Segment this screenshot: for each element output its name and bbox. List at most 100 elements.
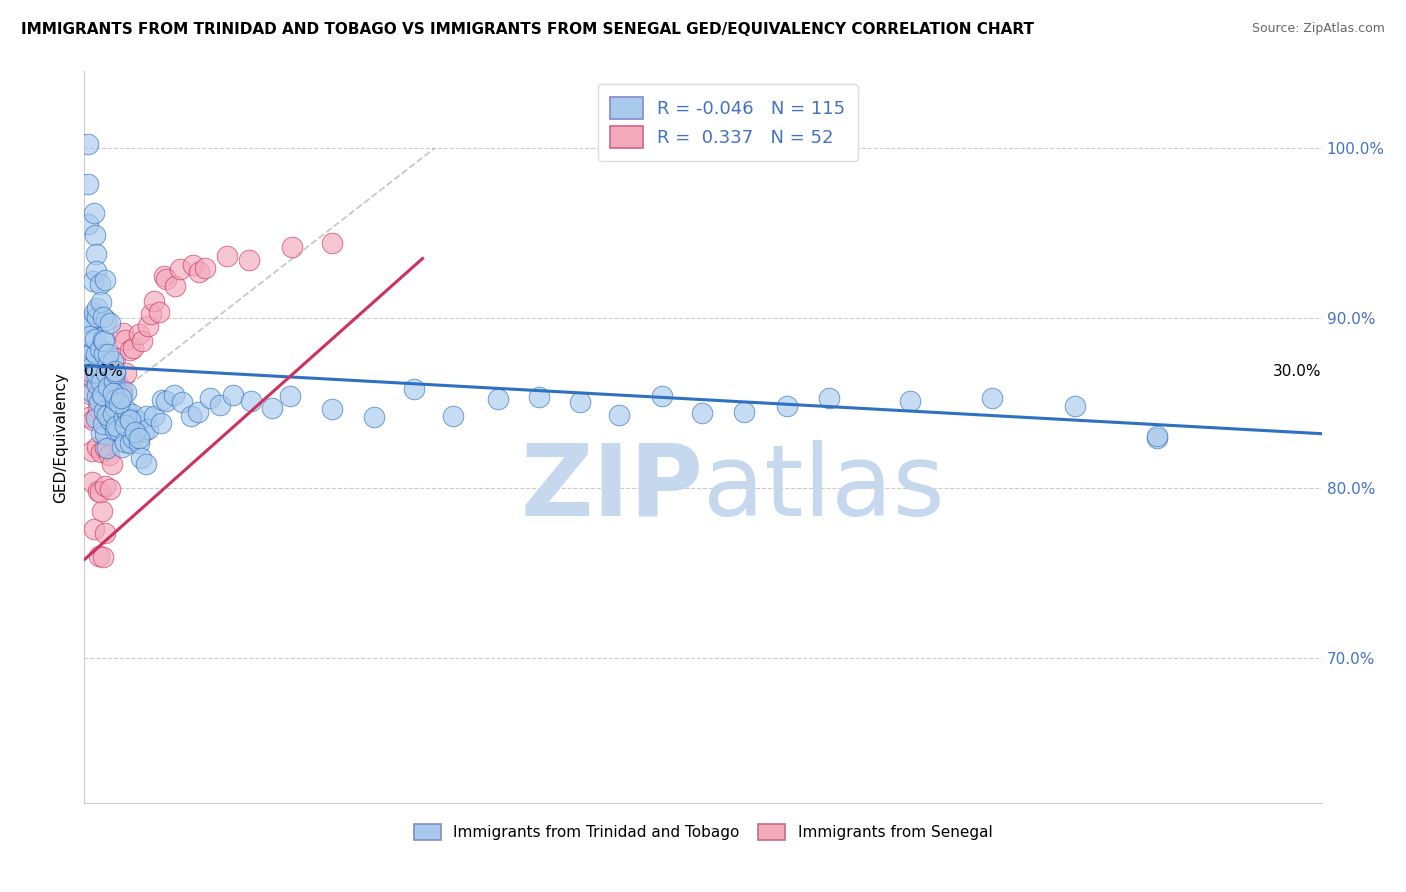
Point bbox=[77, 316, 100, 330]
Point bbox=[111, 383, 134, 397]
Point bbox=[363, 410, 385, 425]
Point bbox=[93, 333, 115, 347]
Point bbox=[180, 409, 202, 423]
Point bbox=[86, 401, 108, 415]
Point bbox=[94, 273, 117, 287]
Point bbox=[817, 391, 839, 405]
Point bbox=[108, 396, 131, 410]
Point bbox=[77, 350, 100, 364]
Point bbox=[122, 431, 145, 445]
Point bbox=[104, 363, 127, 377]
Point bbox=[93, 334, 115, 348]
Point bbox=[93, 347, 115, 361]
Point bbox=[733, 405, 755, 419]
Point bbox=[83, 522, 105, 536]
Point bbox=[238, 252, 260, 267]
Point bbox=[90, 445, 112, 459]
Point bbox=[486, 392, 509, 406]
Point bbox=[104, 423, 127, 437]
Point bbox=[98, 316, 121, 330]
Point bbox=[1146, 431, 1168, 445]
Point bbox=[82, 475, 104, 489]
Point bbox=[143, 409, 166, 423]
Point bbox=[79, 365, 101, 379]
Point bbox=[187, 405, 209, 419]
Point bbox=[89, 277, 111, 291]
Point bbox=[321, 235, 343, 250]
Point bbox=[650, 389, 672, 403]
Point bbox=[91, 417, 114, 431]
Point bbox=[101, 407, 124, 421]
Point bbox=[981, 391, 1004, 405]
Point bbox=[120, 343, 142, 357]
Text: 0.0%: 0.0% bbox=[84, 364, 124, 379]
Point bbox=[77, 217, 100, 231]
Point bbox=[86, 390, 108, 404]
Point bbox=[77, 409, 100, 424]
Point bbox=[82, 413, 104, 427]
Point bbox=[114, 418, 136, 433]
Point bbox=[114, 366, 136, 380]
Point bbox=[90, 295, 112, 310]
Text: 30.0%: 30.0% bbox=[1274, 364, 1322, 379]
Point bbox=[96, 366, 118, 380]
Point bbox=[148, 305, 170, 319]
Point bbox=[79, 386, 101, 401]
Point bbox=[107, 376, 129, 391]
Point bbox=[103, 386, 125, 401]
Point bbox=[120, 413, 142, 427]
Point bbox=[86, 377, 108, 392]
Point bbox=[898, 394, 921, 409]
Point bbox=[149, 417, 172, 431]
Point bbox=[83, 306, 105, 320]
Point bbox=[128, 326, 150, 341]
Point bbox=[112, 409, 135, 424]
Legend: Immigrants from Trinidad and Tobago, Immigrants from Senegal: Immigrants from Trinidad and Tobago, Imm… bbox=[408, 818, 998, 847]
Point bbox=[150, 393, 173, 408]
Point bbox=[169, 261, 191, 276]
Point bbox=[91, 310, 114, 324]
Point bbox=[103, 387, 125, 401]
Point bbox=[90, 425, 112, 440]
Point bbox=[198, 391, 221, 405]
Point bbox=[82, 370, 104, 384]
Point bbox=[98, 413, 121, 427]
Point bbox=[124, 425, 146, 440]
Point bbox=[215, 249, 238, 263]
Point bbox=[98, 482, 121, 496]
Point bbox=[112, 326, 135, 340]
Point bbox=[86, 301, 108, 316]
Point bbox=[136, 422, 159, 436]
Point bbox=[82, 358, 104, 372]
Point bbox=[86, 440, 108, 454]
Point bbox=[240, 394, 263, 409]
Point bbox=[97, 380, 120, 394]
Point bbox=[84, 264, 107, 278]
Point bbox=[194, 260, 217, 275]
Text: Source: ZipAtlas.com: Source: ZipAtlas.com bbox=[1251, 22, 1385, 36]
Point bbox=[111, 440, 134, 454]
Point bbox=[163, 278, 186, 293]
Point bbox=[101, 457, 124, 471]
Text: atlas: atlas bbox=[703, 440, 945, 537]
Point bbox=[96, 441, 118, 455]
Point bbox=[690, 406, 713, 420]
Point bbox=[527, 390, 550, 404]
Text: ZIP: ZIP bbox=[520, 440, 703, 537]
Point bbox=[209, 398, 232, 412]
Point bbox=[103, 417, 125, 432]
Point bbox=[222, 388, 245, 402]
Point bbox=[122, 341, 145, 355]
Point bbox=[131, 334, 153, 349]
Point bbox=[155, 394, 177, 409]
Point bbox=[104, 393, 127, 408]
Point bbox=[79, 328, 101, 343]
Point bbox=[91, 388, 114, 402]
Point bbox=[94, 441, 117, 455]
Point bbox=[1146, 429, 1168, 443]
Point bbox=[84, 227, 107, 242]
Point bbox=[121, 407, 143, 421]
Point bbox=[107, 424, 129, 438]
Point bbox=[135, 458, 157, 472]
Point bbox=[87, 395, 110, 409]
